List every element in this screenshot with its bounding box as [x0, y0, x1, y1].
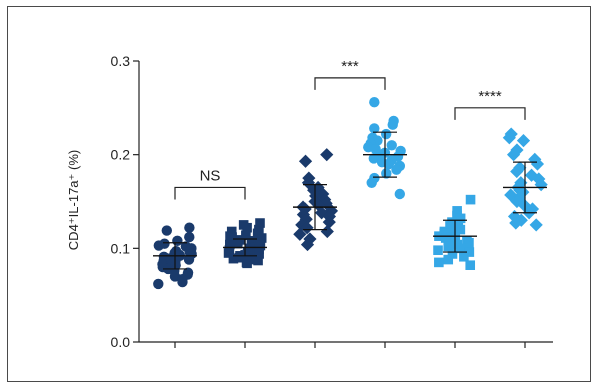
data-point: [241, 230, 251, 241]
data-point: [433, 245, 443, 256]
y-tick-label: 0.3: [111, 53, 131, 69]
data-point: [320, 224, 334, 239]
data-point: [369, 123, 380, 134]
data-point: [242, 222, 252, 233]
data-point: [443, 254, 454, 265]
data-point: [369, 97, 380, 108]
data-point: [295, 218, 309, 232]
data-point: [510, 164, 524, 179]
significance-bracket: [174, 186, 246, 200]
data-point: [254, 249, 264, 259]
y-axis-label: CD4⁺IL-17a⁺ (%): [66, 150, 81, 250]
data-point: [184, 222, 195, 233]
data-point: [298, 202, 312, 216]
significance-annotations: NS*******: [174, 58, 526, 200]
data-point: [184, 231, 195, 243]
data-point: [504, 188, 518, 202]
significance-label: ***: [341, 58, 359, 75]
data-point: [447, 249, 458, 259]
data-point: [455, 213, 466, 224]
significance-label: ****: [478, 88, 502, 105]
data-point: [320, 148, 334, 162]
y-tick-label: 0.1: [111, 240, 131, 256]
data-point: [386, 140, 397, 151]
data-point: [456, 243, 467, 254]
data-point: [465, 260, 476, 270]
data-point: [459, 251, 469, 262]
data-point: [440, 233, 451, 243]
y-tick-label: 0.0: [111, 334, 131, 350]
chart-frame: [7, 6, 591, 382]
data-point: [300, 221, 314, 235]
data-point: [502, 131, 516, 145]
data-point: [177, 276, 188, 288]
data-point: [300, 237, 315, 252]
data-point: [516, 134, 531, 148]
data-point: [530, 157, 545, 171]
data-point: [225, 239, 235, 250]
data-point: [322, 215, 336, 229]
data-point: [366, 177, 377, 188]
data-point: [319, 196, 333, 210]
data-point: [293, 227, 307, 241]
data-point: [368, 153, 380, 164]
data-point: [509, 216, 523, 230]
data-point: [443, 241, 454, 252]
data-point: [524, 168, 539, 182]
data-point: [391, 164, 402, 175]
data-point: [228, 253, 239, 264]
data-point: [506, 148, 521, 162]
data-point: [387, 119, 398, 130]
data-point: [172, 235, 183, 247]
axes: 0.0 0.1 0.2 0.3: [111, 53, 553, 350]
data-marks: [153, 97, 548, 290]
data-point: [434, 257, 444, 268]
data-point: [446, 222, 457, 233]
data-point: [394, 188, 406, 200]
data-point: [383, 158, 395, 170]
data-point: [455, 224, 466, 235]
significance-label: NS: [200, 167, 221, 184]
data-point: [255, 218, 265, 228]
data-point: [298, 154, 313, 168]
significance-bracket: [314, 77, 386, 90]
data-point: [296, 208, 311, 222]
data-point: [234, 252, 245, 263]
data-point: [253, 255, 263, 266]
data-point: [232, 238, 243, 249]
y-tick-label: 0.2: [111, 147, 131, 163]
data-point: [464, 237, 474, 248]
data-point: [161, 225, 172, 236]
data-point: [453, 219, 464, 229]
data-point: [465, 194, 476, 205]
data-point: [464, 247, 475, 257]
data-point: [381, 168, 392, 179]
data-point: [529, 218, 543, 232]
data-point: [153, 278, 164, 290]
data-point: [242, 258, 252, 269]
data-point: [153, 240, 165, 251]
error-bars: [153, 131, 547, 270]
data-point: [223, 248, 234, 258]
data-point: [311, 180, 325, 195]
data-point: [183, 254, 195, 265]
data-point: [227, 232, 237, 242]
significance-bracket: [454, 107, 526, 120]
data-point: [380, 128, 392, 140]
data-point: [307, 183, 321, 197]
data-point: [514, 176, 528, 190]
